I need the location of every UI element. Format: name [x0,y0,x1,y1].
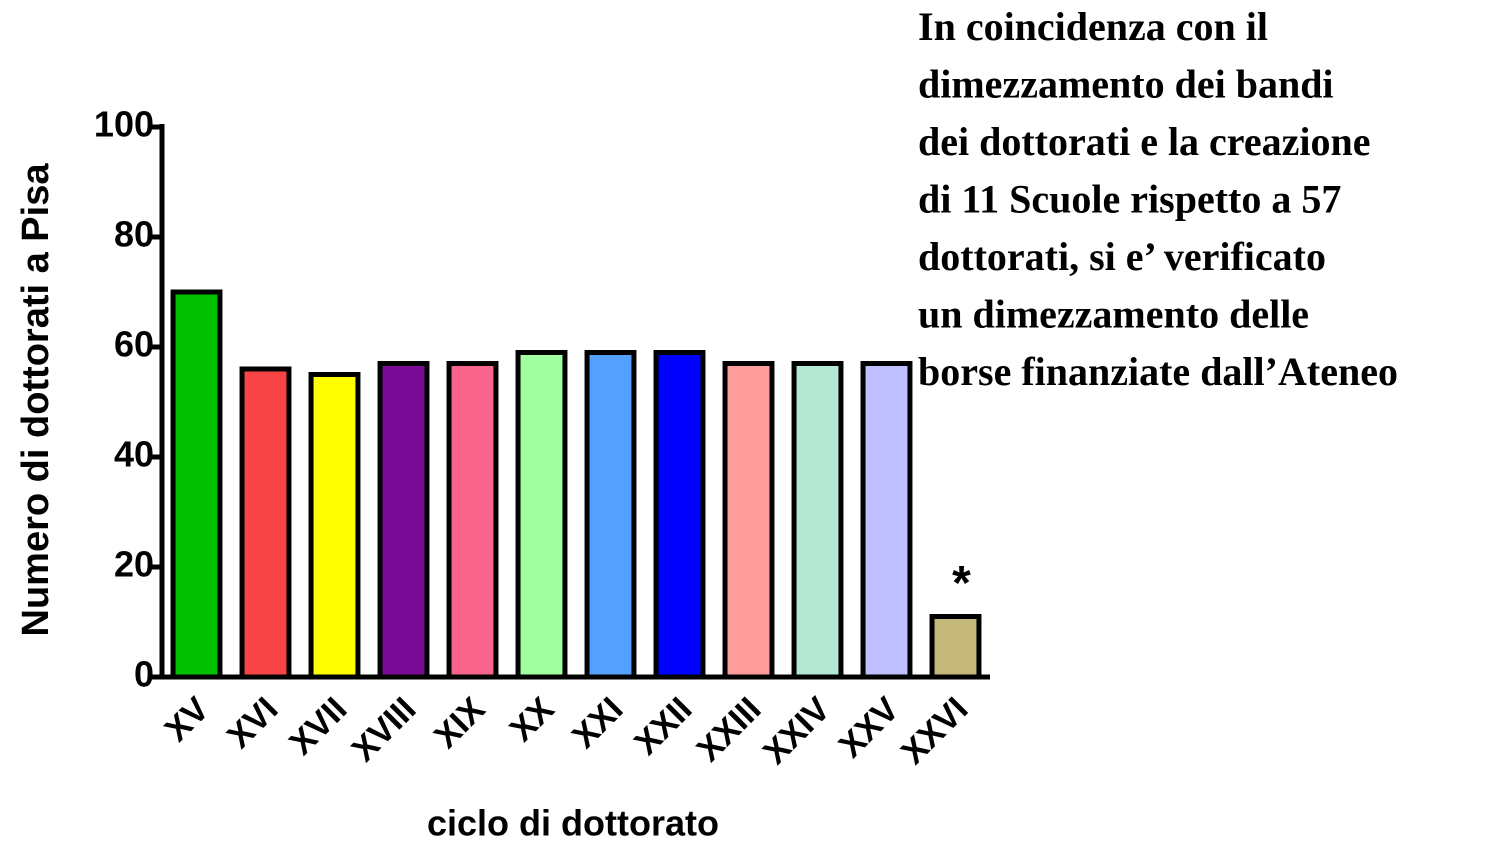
y-tick-label: 40 [114,434,154,475]
bar [791,361,844,680]
bar [170,289,223,680]
y-tick-label: 60 [114,324,154,365]
bar [239,366,292,680]
annotation: * [952,557,971,610]
x-tick-label: XVI [220,690,286,756]
x-tick-label: XX [503,690,562,749]
y-tick-label: 0 [134,654,154,695]
bar [722,361,775,680]
bar [515,350,568,680]
y-axis-label: Numero di dottorati a Pisa [15,163,57,637]
x-tick-label: XV [158,690,217,749]
bar [860,361,913,680]
note-line: In coincidenza con il [918,4,1268,49]
bar [584,350,637,680]
y-tick-label: 20 [114,544,154,585]
x-tick-label: XXV [832,690,907,765]
note-line: dottorati, si e’ verificato [918,234,1326,279]
x-tick-label: XVII [282,690,354,762]
bar [377,361,430,680]
note-line: dei dottorati e la creazione [918,119,1370,164]
bar [929,614,982,680]
bar [653,350,706,680]
note-line: di 11 Scuole rispetto a 57 [918,177,1341,222]
x-axis-label: ciclo di dottorato [427,803,719,841]
note-line: borse finanziate dall’Ateneo [918,349,1398,394]
x-tick-label: XVIII [345,690,424,769]
x-tick-label: XXVI [894,690,976,772]
y-tick-label: 80 [114,214,154,255]
x-tick-label: XXIII [690,690,769,769]
bar [308,372,361,680]
x-tick-label: XXI [565,690,631,756]
x-tick-label: XIX [427,690,493,756]
note-line: dimezzamento dei bandi [918,62,1334,107]
x-tick-label: XXII [627,690,699,762]
y-tick-label: 100 [94,104,154,145]
bar [446,361,499,680]
x-tick-label: XXIV [756,690,838,772]
note-line: un dimezzamento delle [918,292,1309,337]
